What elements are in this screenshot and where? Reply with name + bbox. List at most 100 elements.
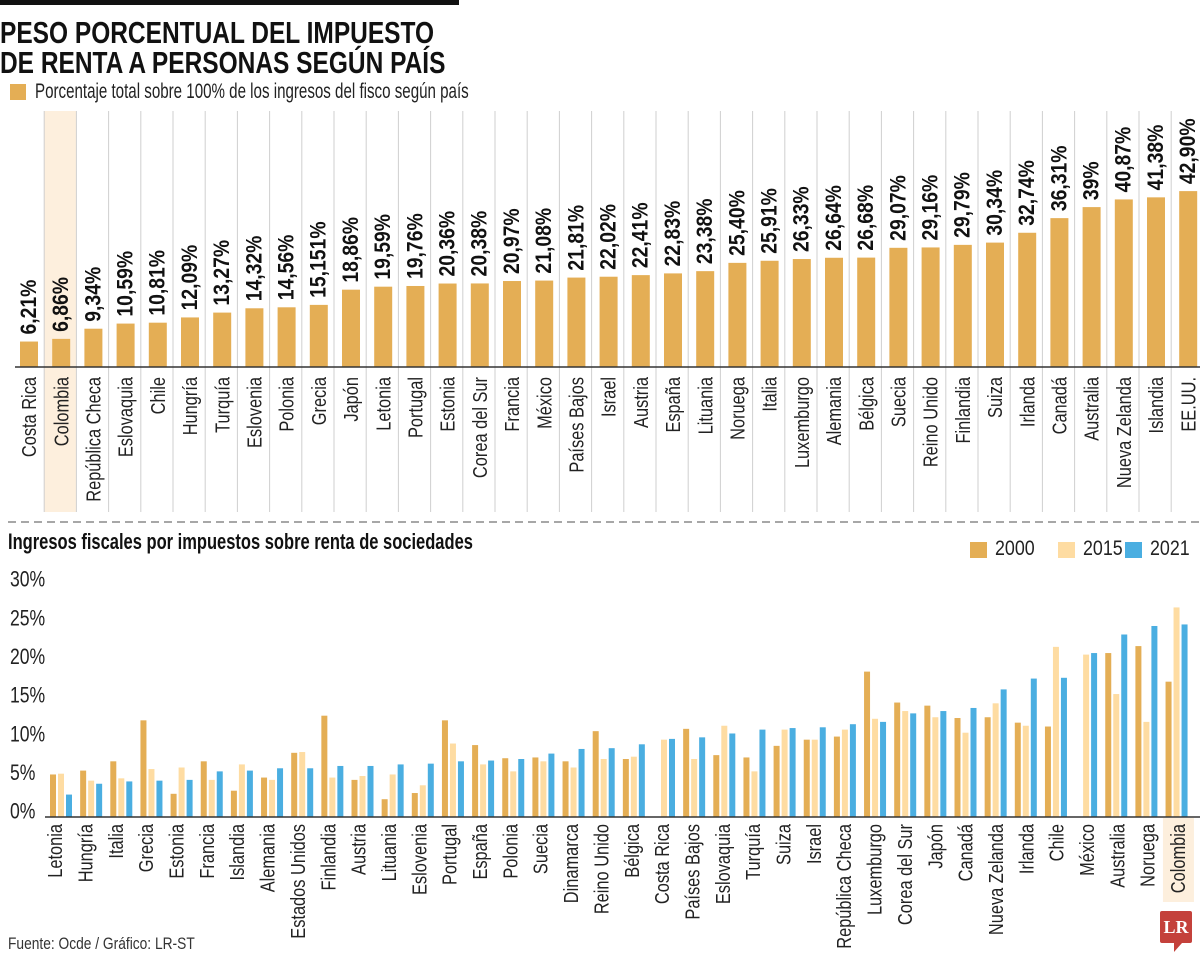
highlight-label-colombia (1162, 818, 1194, 902)
bar-australia-2000 (1105, 653, 1112, 817)
bar-japon-2015 (932, 717, 939, 817)
value-label-portugal: 19,76% (403, 213, 427, 279)
bar-israel-2000 (803, 739, 810, 817)
value-label-finlandia: 29,79% (951, 172, 975, 238)
bar-alemania-2015 (269, 779, 276, 817)
bar-finlandia-2000 (321, 715, 328, 817)
corporate-tax-chart: 0% 5% 10% 15% 20% 25% 30% Letonia Hungría Italia G… (10, 568, 1200, 949)
category-label-corea-del-sur: Corea del Sur (468, 377, 491, 478)
bar-alemania-2021 (277, 768, 284, 817)
bar-eslovaquia-2015 (721, 725, 728, 817)
bar-letonia (374, 286, 393, 367)
y-tick-label: 30% (10, 568, 45, 592)
bar-dinamarca-2015 (570, 767, 577, 817)
bar-republica-checa (84, 328, 103, 367)
value-label-espana: 22,83% (661, 201, 685, 267)
bar-noruega-2021 (1151, 625, 1158, 817)
bar-australia (1082, 207, 1101, 367)
bar-australia-2015 (1113, 694, 1120, 817)
category-label-reino-unido: Reino Unido (919, 377, 942, 467)
category-label-noruega: Noruega (1136, 823, 1159, 887)
value-label-paises-bajos: 21,81% (564, 205, 588, 271)
value-label-turquia: 13,27% (210, 240, 234, 306)
bar-letonia-2015 (58, 773, 64, 817)
bar-suiza-2000 (773, 745, 780, 817)
value-label-eslovenia: 14,32% (242, 236, 266, 302)
category-label-irlanda: Irlanda (1016, 376, 1039, 427)
bar-espana-2000 (472, 745, 479, 817)
category-label-costa-rica: Costa Rica (18, 376, 41, 457)
value-label-mexico: 21,08% (532, 208, 556, 274)
bar-espana-2015 (480, 764, 487, 817)
bar-eslovaquia-2000 (713, 755, 720, 817)
bar-lituania (696, 271, 715, 367)
bar-japon-2021 (940, 711, 947, 817)
y-tick-label: 20% (10, 645, 45, 669)
bar-turquia (213, 312, 232, 367)
bar-suecia (889, 247, 908, 367)
header-accent-bar (0, 0, 459, 5)
category-label-estonia: Estonia (165, 823, 188, 878)
category-label-grecia: Grecia (135, 823, 158, 872)
bar-reino-unido (921, 247, 940, 367)
category-label-nueva-zelanda: Nueva Zelanda (1112, 376, 1135, 488)
category-label-austria: Austria (347, 823, 370, 875)
bar-suecia-2015 (540, 761, 547, 817)
y-tick-label: 15% (10, 684, 45, 708)
value-label-letonia: 19,59% (371, 214, 395, 280)
category-label-irlanda: Irlanda (1015, 823, 1038, 874)
legend-swatch-gold (10, 84, 26, 100)
bar-francia-2021 (216, 771, 223, 817)
value-label-hungria: 12,09% (178, 245, 202, 311)
bar-noruega-2015 (1143, 721, 1150, 817)
category-label-dinamarca: Dinamarca (559, 823, 582, 903)
category-label-portugal: Portugal (438, 824, 461, 885)
bar-israel-2015 (811, 739, 818, 817)
bar-suiza-2015 (781, 729, 788, 817)
bar-espana-2021 (488, 760, 495, 817)
bar-eslovaquia (116, 323, 135, 367)
value-label-suecia: 29,07% (886, 175, 910, 241)
bar-polonia-2015 (510, 771, 517, 817)
value-label-israel: 22,02% (596, 204, 620, 270)
category-label-letonia: Letonia (44, 823, 67, 877)
bar-eslovenia-2015 (419, 785, 426, 817)
category-label-japon: Japón (340, 377, 363, 422)
category-label-polonia: Polonia (275, 376, 298, 431)
value-label-canada: 36,31% (1047, 145, 1071, 211)
category-label-eslovaquia: Eslovaquia (711, 823, 734, 904)
category-label-polonia: Polonia (499, 823, 522, 878)
bar-colombia-2021 (1181, 624, 1188, 817)
category-label-alemania: Alemania (256, 823, 279, 892)
lr-logo-text: LR (1163, 917, 1189, 937)
bar-luxemburgo (792, 259, 811, 367)
bar-lituania-2021 (397, 764, 404, 817)
bar-belgica-2000 (622, 759, 629, 817)
bar-reino-unido-2021 (608, 748, 615, 817)
category-label-hungria: Hungría (179, 376, 202, 435)
category-label-canada: Canadá (954, 823, 977, 881)
bar-paises-bajos-2015 (691, 759, 698, 817)
legend-label-2021: 2021 (1150, 537, 1190, 560)
category-label-canada: Canadá (1048, 376, 1071, 434)
bar-corea-del-sur (470, 283, 489, 367)
bar-chile-2000 (1044, 726, 1051, 817)
category-label-letonia: Letonia (372, 376, 395, 430)
category-label-italia: Italia (758, 376, 781, 411)
bar-polonia-2021 (518, 759, 525, 817)
bar-colombia (52, 338, 71, 367)
bar-eslovenia-2000 (411, 793, 418, 817)
category-label-estonia: Estonia (436, 376, 459, 431)
bar-estados-unidos-2015 (299, 752, 306, 817)
category-label-luxemburgo: Luxemburgo (863, 824, 886, 915)
category-label-australia: Australia (1106, 823, 1129, 887)
bar-espana (664, 273, 682, 367)
value-label-estonia: 20,36% (435, 211, 459, 277)
category-label-portugal: Portugal (404, 377, 427, 438)
bar-estonia (438, 283, 457, 367)
bar-finlandia-2021 (337, 765, 344, 817)
y-tick-label: 0% (10, 800, 35, 824)
bar-austria-2015 (359, 776, 366, 817)
category-label-chile: Chile (146, 377, 169, 414)
